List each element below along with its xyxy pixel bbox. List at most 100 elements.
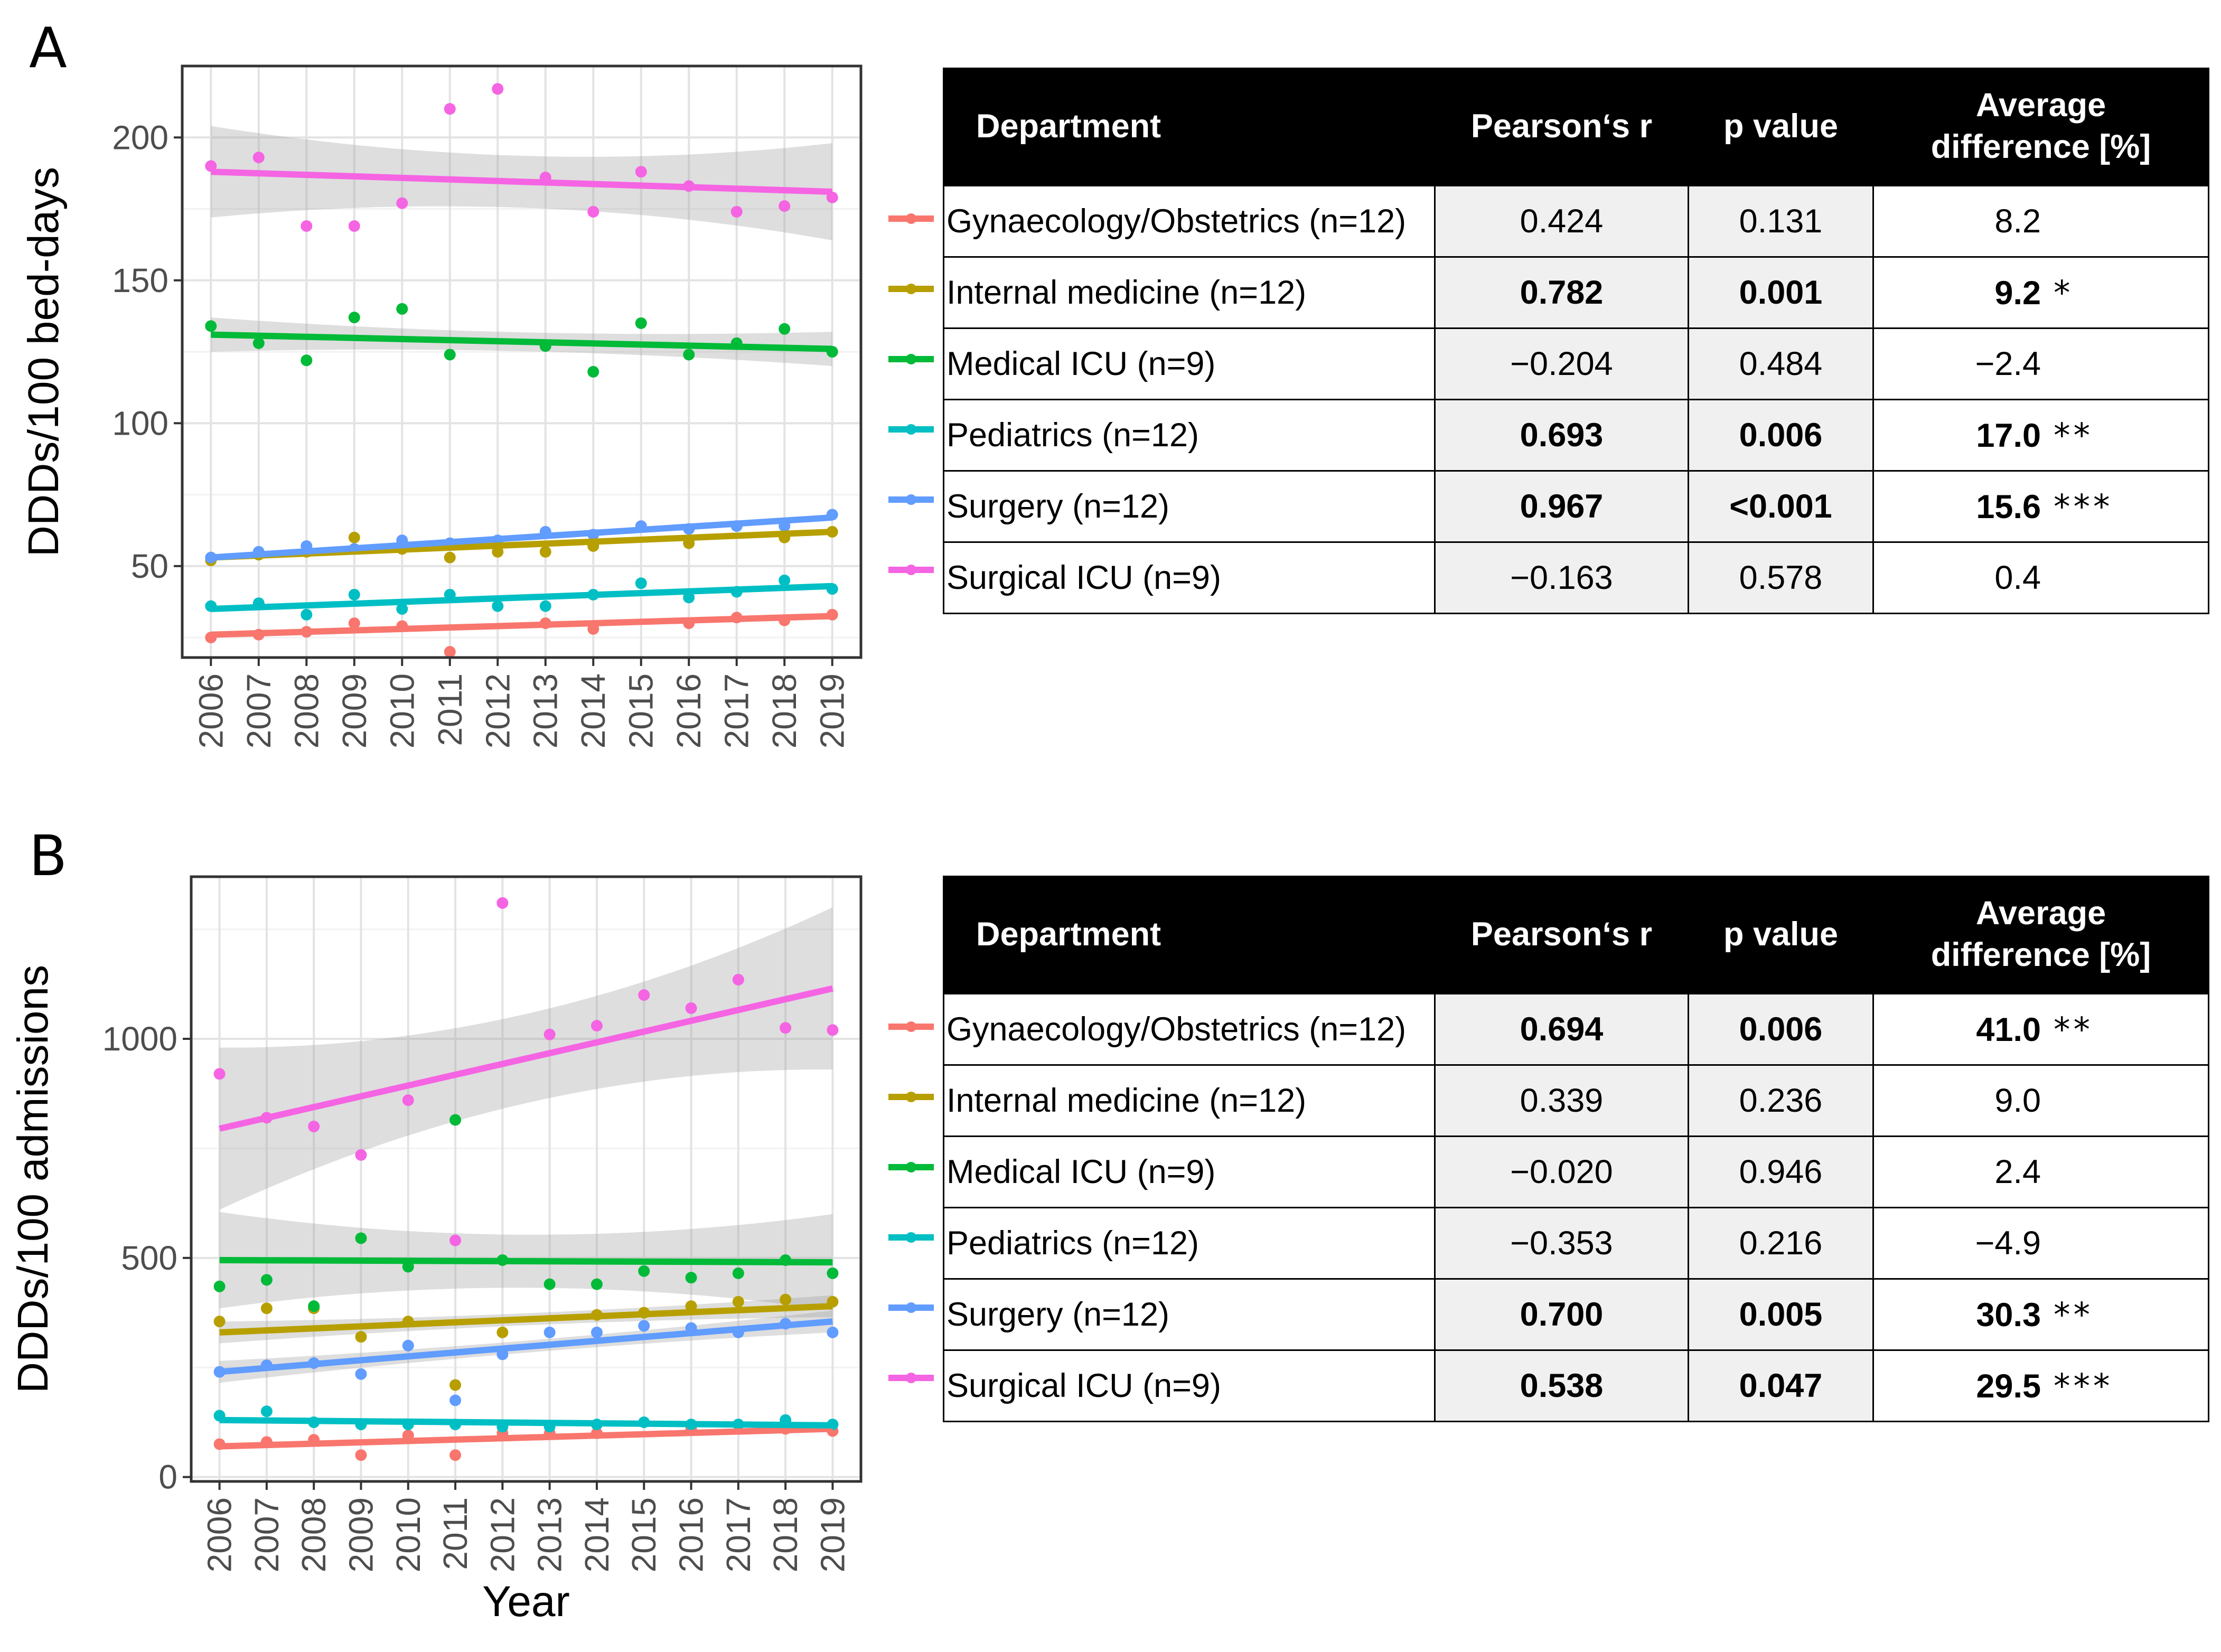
- x-tick-label: 2015: [622, 673, 660, 748]
- data-point: [348, 617, 360, 630]
- department-cell: Surgical ICU (n=9): [943, 1349, 1436, 1422]
- x-tick-label: 2007: [248, 1497, 286, 1572]
- chart-panel-b: 0 500 1000 2006 2007 2008 2009 2010 2011 2012 2013…: [9, 875, 863, 1626]
- x-tick-label: 2016: [672, 1497, 710, 1572]
- data-point: [587, 365, 599, 378]
- stats-table-b: Department Pearson‘s r p value Average di…: [943, 876, 2209, 1422]
- legend-key-point: [906, 1232, 916, 1243]
- header-avg-line2: difference [%]: [1931, 128, 2151, 165]
- data-point: [496, 1326, 509, 1338]
- department-cell: Gynaecology/Obstetrics (n=12): [943, 185, 1436, 258]
- x-tick-label: 2012: [479, 673, 517, 748]
- x-tick-label: 2014: [574, 673, 612, 748]
- legend-key: [888, 494, 934, 505]
- data-point: [732, 1296, 744, 1308]
- avg-diff-cell: 15.6 ***: [1872, 470, 2209, 543]
- data-point: [355, 1449, 367, 1461]
- data-point: [301, 354, 313, 367]
- legend-key: [888, 1162, 934, 1172]
- data-point: [827, 1024, 839, 1036]
- data-point: [638, 1265, 650, 1277]
- y-tick-label: 1000: [102, 1020, 177, 1058]
- legend-key: [888, 284, 934, 294]
- data-point: [260, 1302, 273, 1315]
- x-tick-label: 2018: [766, 1497, 804, 1572]
- table-row: Pediatrics (n=12) −0.353 0.216 −4.9: [943, 1207, 2209, 1280]
- data-point: [779, 323, 791, 335]
- data-point: [444, 551, 456, 564]
- avg-diff-value: −4.9: [1975, 1225, 2041, 1262]
- data-point: [252, 152, 265, 164]
- header-avg-line1: Average: [1975, 87, 2106, 124]
- x-tick-label: 2012: [483, 1497, 521, 1572]
- department-cell: Internal medicine (n=12): [943, 256, 1436, 329]
- data-point: [539, 546, 551, 558]
- legend-key-point: [906, 1302, 916, 1313]
- data-point: [591, 1326, 603, 1338]
- data-point: [539, 600, 551, 612]
- x-tick-label: 2011: [436, 1497, 474, 1570]
- legend-key-point: [906, 1373, 916, 1383]
- legend-key-point: [906, 1021, 916, 1032]
- legend-key-point: [906, 494, 916, 505]
- department-cell: Surgery (n=12): [943, 470, 1436, 543]
- legend-key-point: [906, 1092, 916, 1102]
- data-point: [348, 588, 360, 600]
- header-department: Department: [943, 68, 1436, 186]
- y-tick-label: 500: [121, 1239, 177, 1277]
- header-average-difference: Average difference [%]: [1872, 876, 2209, 994]
- x-tick-label: 2019: [813, 1497, 851, 1572]
- data-point: [260, 1274, 273, 1286]
- x-tick-label: 2010: [389, 1497, 427, 1572]
- significance-stars: *: [2054, 273, 2074, 312]
- x-tick-label: 2008: [287, 673, 325, 748]
- avg-diff-value: 0.4: [1994, 559, 2041, 596]
- regression-line: [219, 1303, 833, 1336]
- avg-diff-value: 8.2: [1994, 203, 2041, 240]
- department-cell: Gynaecology/Obstetrics (n=12): [943, 993, 1436, 1066]
- significance-stars: ***: [2054, 1366, 2113, 1405]
- panel-label-b: B: [29, 824, 68, 888]
- legend-key: [888, 1092, 934, 1102]
- pearson-cell: 0.694: [1434, 993, 1689, 1066]
- data-point: [685, 1002, 697, 1014]
- regression-line: [211, 613, 832, 638]
- avg-diff-cell: 9.2 *: [1872, 256, 2209, 329]
- header-pearson: Pearson‘s r: [1434, 876, 1689, 994]
- panel-label-a: A: [29, 16, 67, 80]
- pearson-cell: 0.424: [1434, 185, 1689, 258]
- regression-line: [219, 1416, 833, 1429]
- avg-diff-cell: 0.4: [1872, 541, 2209, 614]
- x-tick-label: 2017: [718, 673, 756, 748]
- department-cell: Internal medicine (n=12): [943, 1064, 1436, 1137]
- regression-line: [219, 1425, 833, 1450]
- table-row: Medical ICU (n=9) −0.204 0.484 −2.4: [943, 327, 2209, 400]
- x-tick-label: 2013: [531, 1497, 569, 1572]
- header-department: Department: [943, 876, 1436, 994]
- data-point: [827, 1326, 839, 1338]
- legend-key: [888, 1021, 934, 1032]
- data-point: [213, 1068, 226, 1080]
- avg-diff-value: 17.0: [1976, 417, 2041, 454]
- data-point: [543, 1278, 556, 1290]
- plot-background: [191, 877, 861, 1481]
- avg-diff-value: 9.0: [1994, 1082, 2041, 1119]
- avg-diff-value: 41.0: [1976, 1011, 2041, 1048]
- x-tick-label: 2008: [295, 1497, 333, 1572]
- y-tick-label: 0: [158, 1458, 177, 1496]
- header-p-value: p value: [1688, 68, 1874, 186]
- x-tick-label: 2009: [342, 1497, 380, 1572]
- data-point: [396, 303, 408, 315]
- pearson-cell: 0.782: [1434, 256, 1689, 329]
- data-point: [780, 1293, 792, 1306]
- stats-table-a: Department Pearson‘s r p value Average di…: [943, 68, 2209, 614]
- department-cell: Surgical ICU (n=9): [943, 541, 1436, 614]
- p-value-cell: 0.006: [1688, 993, 1874, 1066]
- x-tick-label: 2010: [383, 673, 421, 748]
- avg-diff-value: 9.2: [1994, 274, 2041, 312]
- x-tick-label: 2014: [578, 1497, 616, 1572]
- pearson-cell: 0.700: [1434, 1278, 1689, 1351]
- data-point: [301, 608, 313, 621]
- data-point: [402, 1339, 414, 1351]
